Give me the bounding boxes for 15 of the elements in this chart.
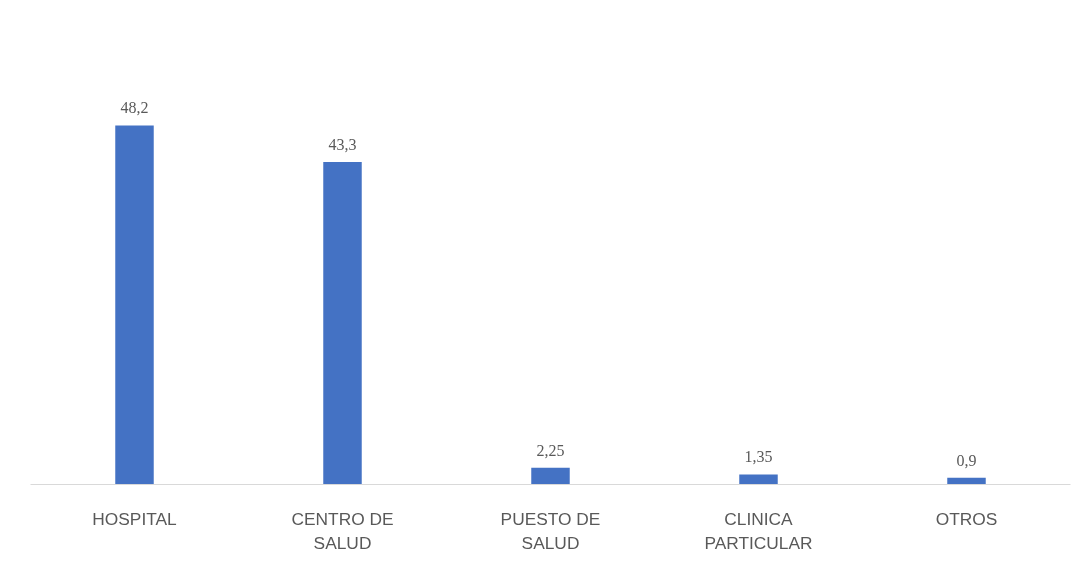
x-tick-label: OTROS xyxy=(935,508,998,529)
bar xyxy=(531,467,570,485)
x-tick-label: HOSPITAL xyxy=(92,508,178,529)
x-tick-label: PUESTO DE SALUD xyxy=(500,508,601,553)
bar xyxy=(115,125,154,485)
data-label: 2,25 xyxy=(536,441,565,459)
bar xyxy=(739,474,778,485)
data-label: 0,9 xyxy=(956,451,977,469)
data-label: 48,2 xyxy=(120,99,149,117)
data-label: 1,35 xyxy=(744,448,773,466)
bar xyxy=(323,161,362,485)
bar xyxy=(947,477,986,485)
x-tick-label: CLINICA PARTICULAR xyxy=(704,508,813,553)
data-label: 43,3 xyxy=(328,135,357,153)
x-tick-label: CENTRO DE SALUD xyxy=(291,508,394,553)
